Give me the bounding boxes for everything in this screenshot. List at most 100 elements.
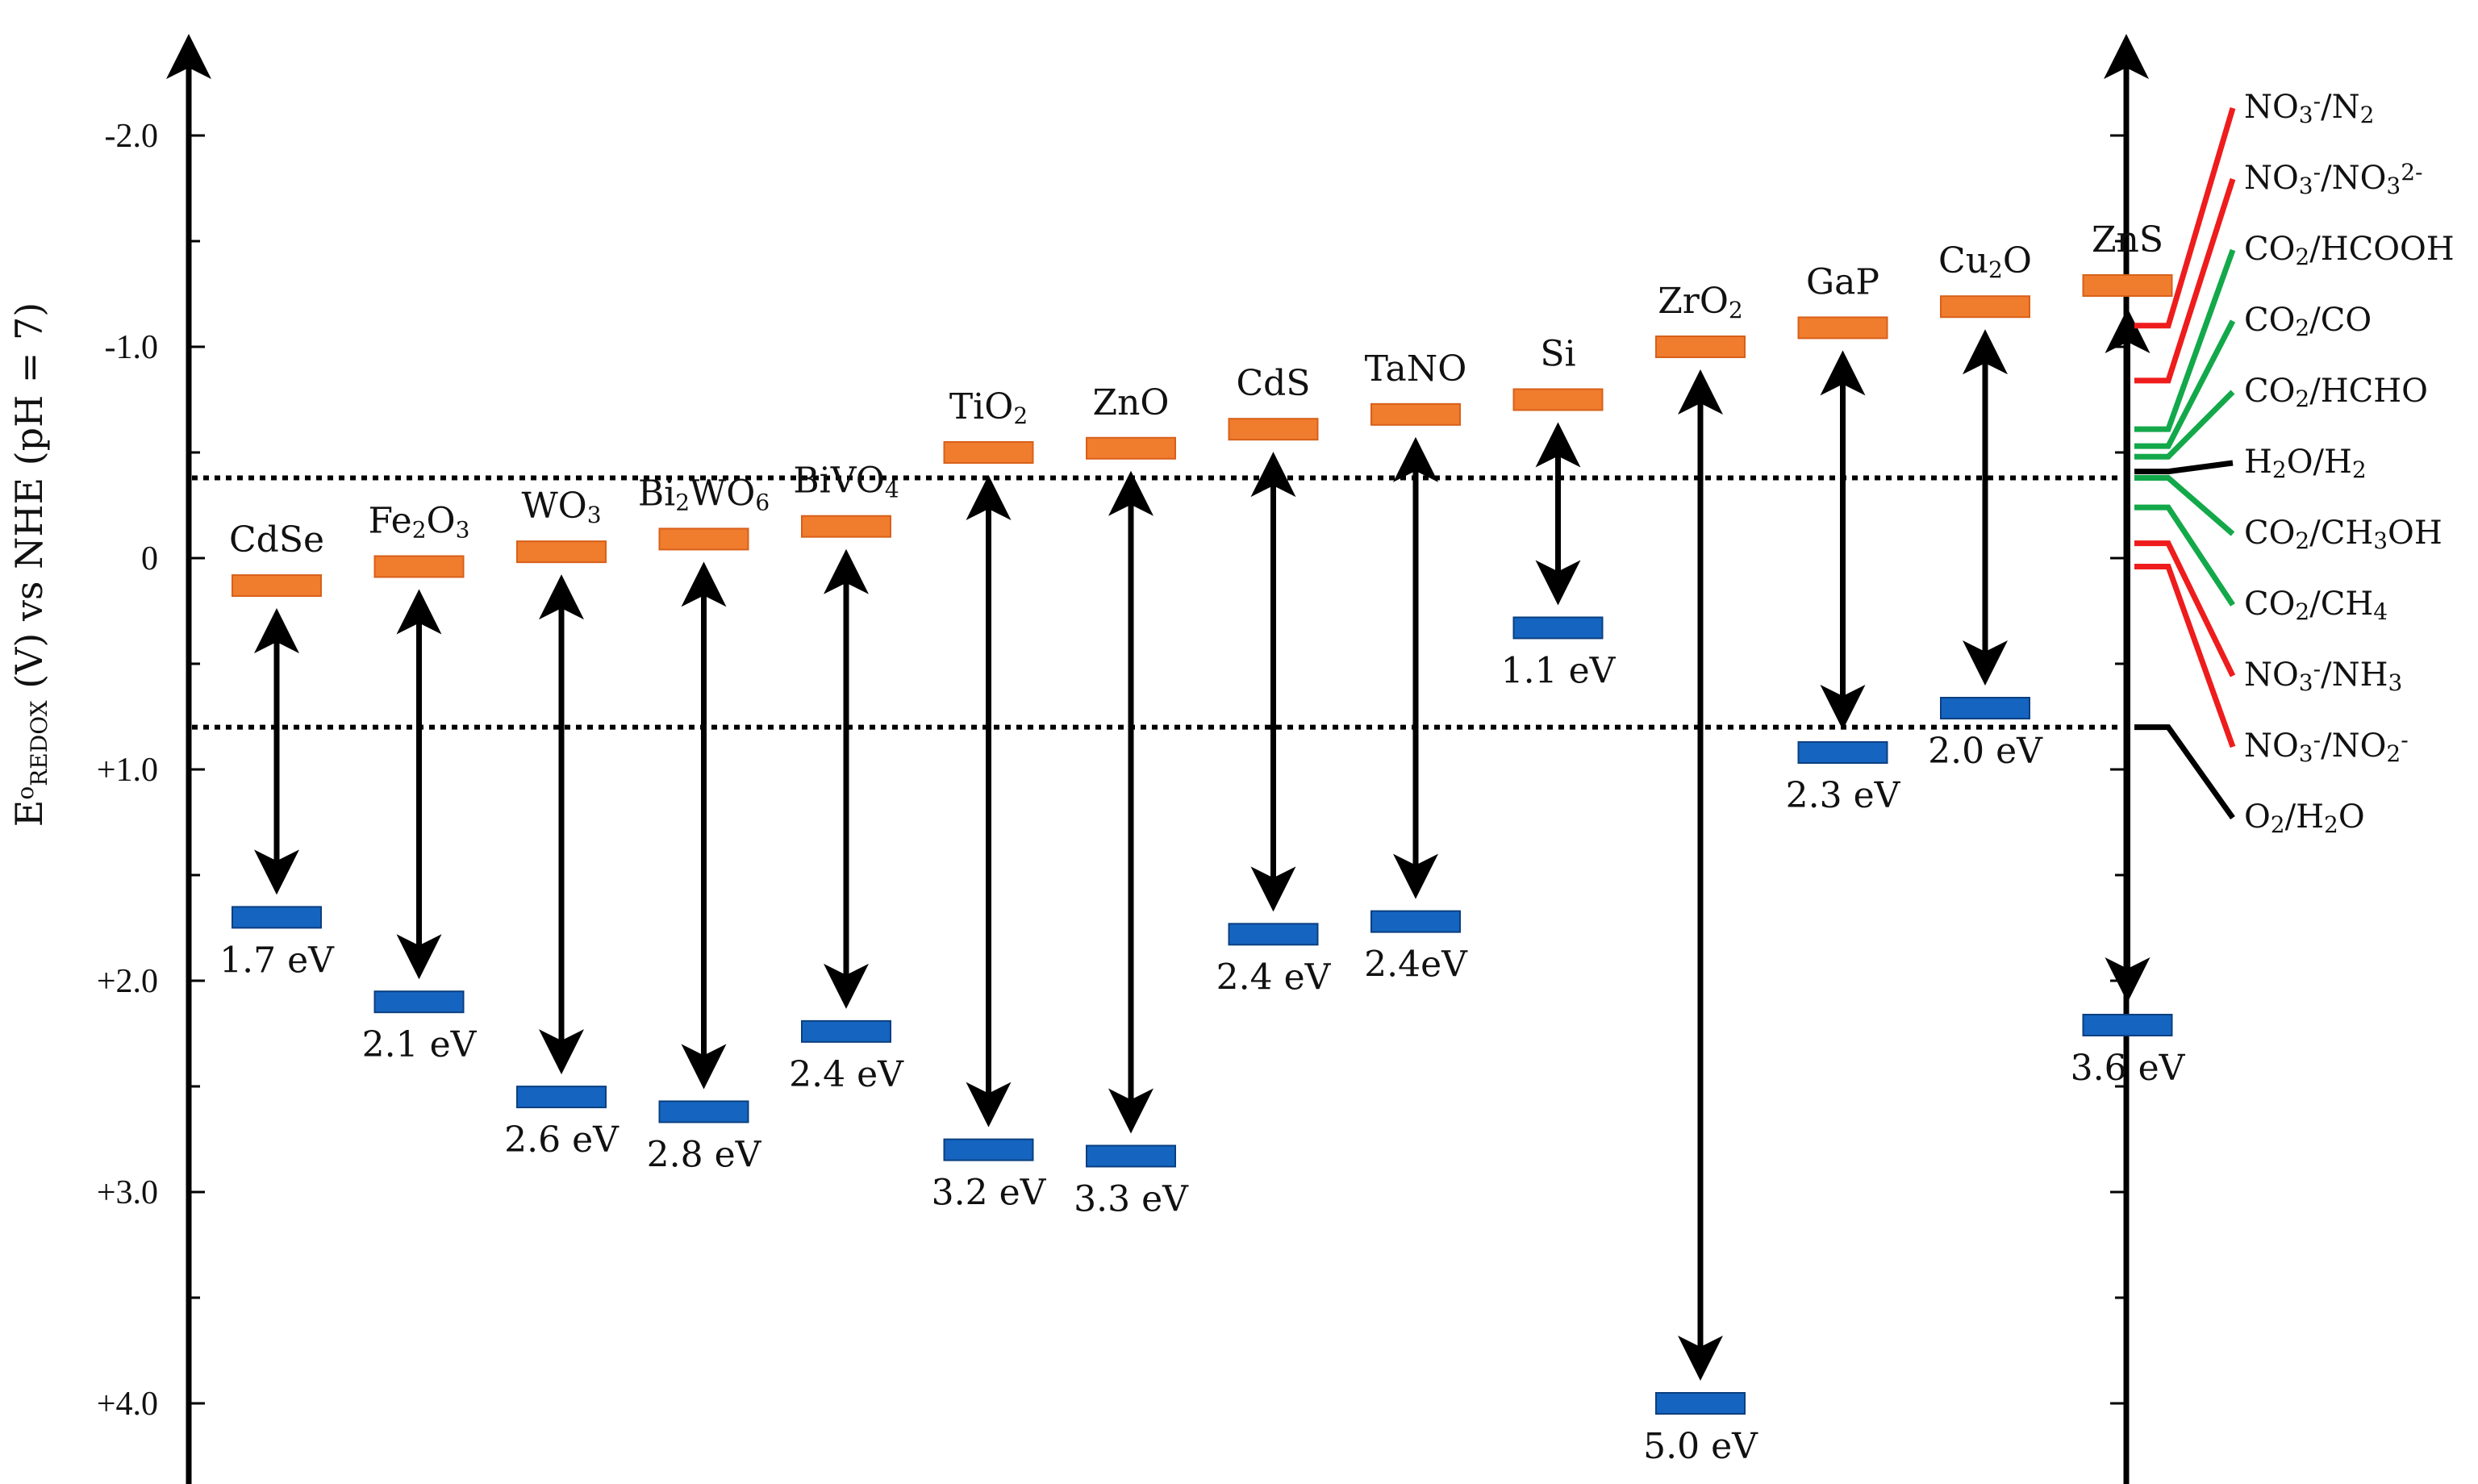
semiconductor-name: Bi2WO6	[638, 473, 770, 515]
redox-label-part: 3	[2373, 527, 2388, 554]
semiconductor-name: TaNO	[1365, 348, 1467, 390]
semiconductor-name: Cu2O	[1938, 240, 2032, 283]
redox-label-part: OH	[2388, 515, 2443, 552]
redox-label-part: CO	[2244, 302, 2295, 339]
semiconductor-name: CdS	[1237, 363, 1311, 404]
semiconductor-name: Si	[1540, 334, 1575, 375]
semiconductor-name-subscript: 2	[1729, 297, 1743, 323]
conduction-band-bar	[1228, 418, 1319, 441]
redox-label-part: -	[2313, 656, 2321, 682]
semiconductor-name-part: WO	[521, 486, 586, 527]
redox-couple-label: CO2/HCHO	[2244, 373, 2428, 412]
y-tick-label: +4.0	[97, 1386, 158, 1423]
redox-label-part: CO	[2244, 373, 2295, 410]
band-gap-label: 2.4eV	[1364, 944, 1468, 986]
conduction-band-bar	[801, 515, 891, 538]
band-gap-label: 5.0 eV	[1643, 1426, 1758, 1467]
redox-label-part: NO	[2244, 657, 2299, 694]
semiconductor-name: BiVO4	[793, 461, 899, 503]
redox-label-part: 3	[2299, 102, 2313, 128]
conduction-band-bar	[232, 574, 322, 598]
y-axis-title-main: E	[7, 800, 51, 827]
redox-couple-line	[2134, 319, 2236, 449]
redox-couple-line	[2134, 177, 2236, 384]
band-gap-label: 2.1 eV	[362, 1024, 478, 1065]
redox-label-part: /HCHO	[2309, 373, 2428, 410]
semiconductor-name-part: CdS	[1237, 363, 1311, 404]
semiconductor-name: ZrO2	[1658, 281, 1743, 323]
semiconductor-group: CdSe 1.7 eV	[219, 519, 335, 981]
semiconductor-name-subscript: 4	[885, 477, 899, 503]
semiconductor-name-part: Cu	[1938, 240, 1988, 281]
redox-label-part: /NO	[2321, 727, 2386, 765]
y-tick-label: +2.0	[97, 963, 158, 1000]
redox-label-part: /CO	[2309, 302, 2372, 339]
redox-couple-label: CO2/CH3OH	[2244, 515, 2443, 554]
y-tick-label: +3.0	[97, 1174, 158, 1211]
redox-couple-label: NO3-/N2	[2244, 88, 2374, 128]
redox-couple-label: CO2/CH4	[2244, 586, 2388, 625]
redox-couple-line	[2134, 563, 2236, 748]
redox-couple-line	[2134, 107, 2236, 329]
semiconductor-name-part: TaNO	[1365, 348, 1467, 390]
redox-couple-group: CO2/HCOOH	[2134, 231, 2455, 432]
semiconductor-name-part: ZrO	[1658, 281, 1729, 322]
semiconductor-name: TiO2	[949, 386, 1028, 429]
conduction-band-bar	[1370, 402, 1461, 426]
redox-label-part: 3	[2386, 173, 2401, 199]
conduction-band-bar	[1655, 336, 1746, 358]
redox-label-part: 3	[2388, 669, 2402, 696]
redox-label-part: /CH	[2309, 586, 2373, 623]
band-gap-label: 1.1 eV	[1501, 650, 1617, 691]
redox-label-part: 2	[2324, 811, 2338, 838]
redox-couple-label: O2/H2O	[2244, 798, 2365, 838]
semiconductor-group: ZrO2 5.0 eV	[1643, 281, 1758, 1467]
band-gap-label: 2.4 eV	[1216, 957, 1332, 998]
semiconductor-group: CdS 2.4 eV	[1216, 363, 1332, 998]
y-axis-title-sub: REDOX	[26, 700, 52, 786]
semiconductor-name-part: ZnS	[2092, 219, 2163, 261]
y-axis-title-sup: o	[12, 786, 39, 800]
redox-couples-layer: NO3-/N2NO3-/NO32-CO2/HCOOHCO2/COCO2/HCHO…	[2134, 88, 2455, 838]
redox-label-part: -	[2313, 88, 2321, 115]
redox-couple-label: NO3-/NH3	[2244, 656, 2402, 696]
redox-couple-group: NO3-/N2	[2134, 88, 2374, 329]
redox-label-part: CO	[2244, 515, 2295, 552]
valence-band-bar	[373, 990, 465, 1014]
redox-label-part: 2	[2295, 315, 2309, 341]
valence-band-bar	[658, 1100, 749, 1123]
semiconductor-group: BiVO4 2.4 eV	[789, 461, 904, 1095]
conduction-band-bar	[1512, 388, 1604, 411]
redox-label-part: 2	[2295, 527, 2309, 554]
semiconductor-name-subscript: 3	[587, 502, 602, 528]
redox-couple-label: CO2/CO	[2244, 302, 2372, 341]
redox-couple-group: H2O/H2	[2134, 444, 2367, 483]
axes-layer: -2.0 -1.0 0 +1.0 +2.0 +3.0 +4.0 EoREDOX (V) vs …	[7, 34, 2149, 1484]
band-gap-label: 2.3 eV	[1786, 775, 1901, 816]
semiconductor-group: GaP 2.3 eV	[1786, 261, 1901, 816]
y-tick-label: 0	[141, 540, 158, 577]
redox-label-part: /HCOOH	[2309, 231, 2454, 268]
valence-band-bar	[232, 906, 322, 929]
semiconductor-group: TiO2 3.2 eV	[932, 386, 1047, 1214]
band-gap-label: 3.3 eV	[1074, 1178, 1189, 1219]
conduction-band-bar	[1940, 295, 2030, 319]
y-axis-title-rest: (V) vs NHE (pH = 7)	[7, 302, 51, 701]
semiconductor-name-part: Bi	[638, 473, 675, 514]
redox-couple-label: CO2/HCOOH	[2244, 231, 2455, 270]
semiconductor-name-subscript: 2	[1013, 402, 1028, 429]
redox-label-part: NO	[2244, 89, 2299, 126]
redox-couple-group: NO3-/NO2-	[2134, 563, 2409, 767]
semiconductor-name: Fe2O3	[369, 500, 470, 543]
valence-band-bar	[1086, 1144, 1176, 1168]
y-tick-label: -2.0	[105, 118, 159, 155]
semiconductor-group: Bi2WO6 2.8 eV	[638, 473, 770, 1175]
semiconductor-name-part: O	[2003, 240, 2032, 281]
redox-label-part: 2	[2352, 456, 2367, 483]
valence-band-bar	[801, 1019, 891, 1043]
redox-couple-group: O2/H2O	[2134, 724, 2365, 838]
semiconductor-name: WO3	[521, 486, 601, 528]
redox-label-part: /NO	[2321, 160, 2386, 197]
redox-couple-group: NO3-/NO32-	[2134, 159, 2422, 384]
